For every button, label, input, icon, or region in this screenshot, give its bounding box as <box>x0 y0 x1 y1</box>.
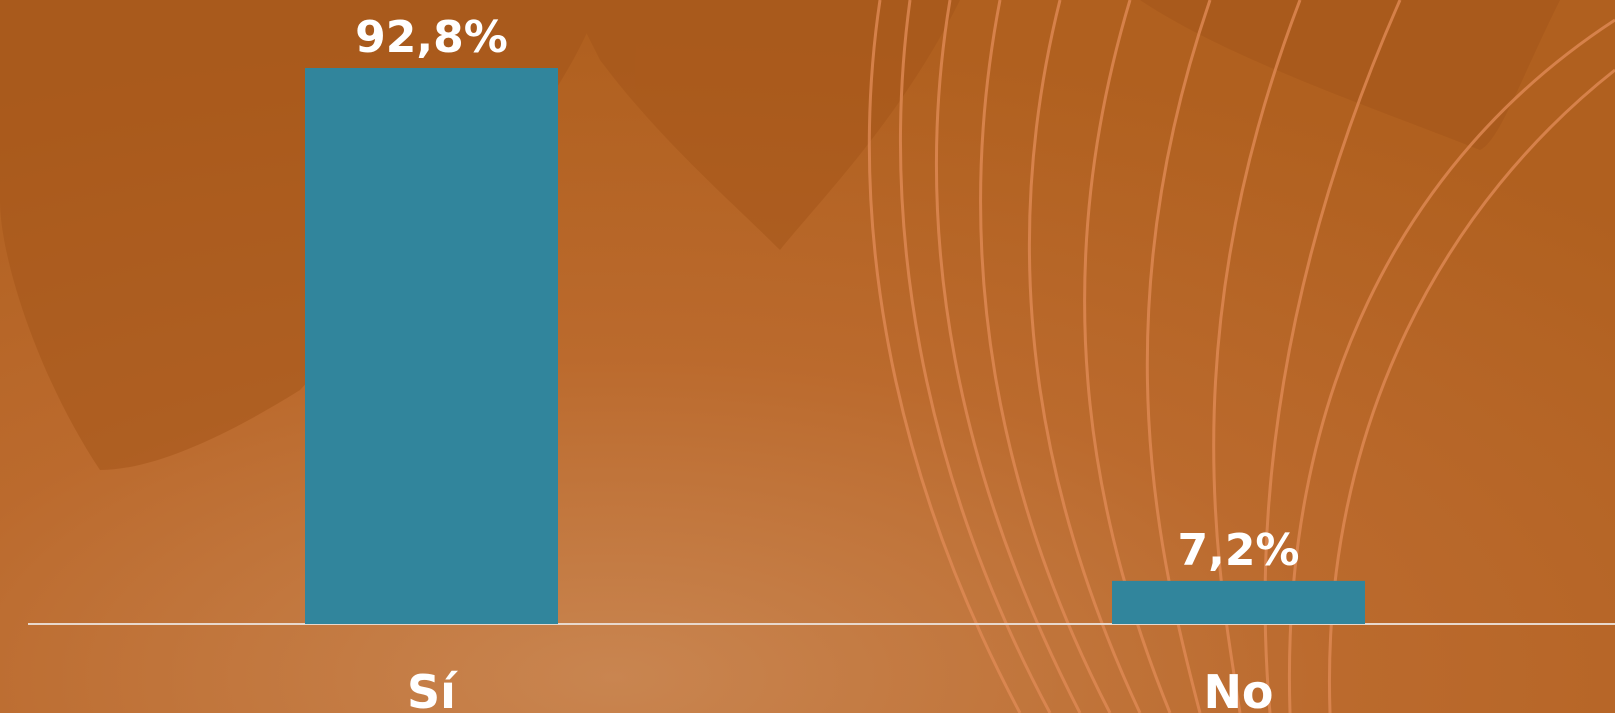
x-tick-label: No <box>1203 665 1273 713</box>
value-label: 7,2% <box>1177 525 1299 576</box>
chart: 92,8% Sí 7,2% No <box>0 0 1615 713</box>
bar <box>1112 581 1365 624</box>
value-label: 92,8% <box>355 12 508 63</box>
x-tick-label: Sí <box>407 665 458 713</box>
bar <box>305 68 558 624</box>
